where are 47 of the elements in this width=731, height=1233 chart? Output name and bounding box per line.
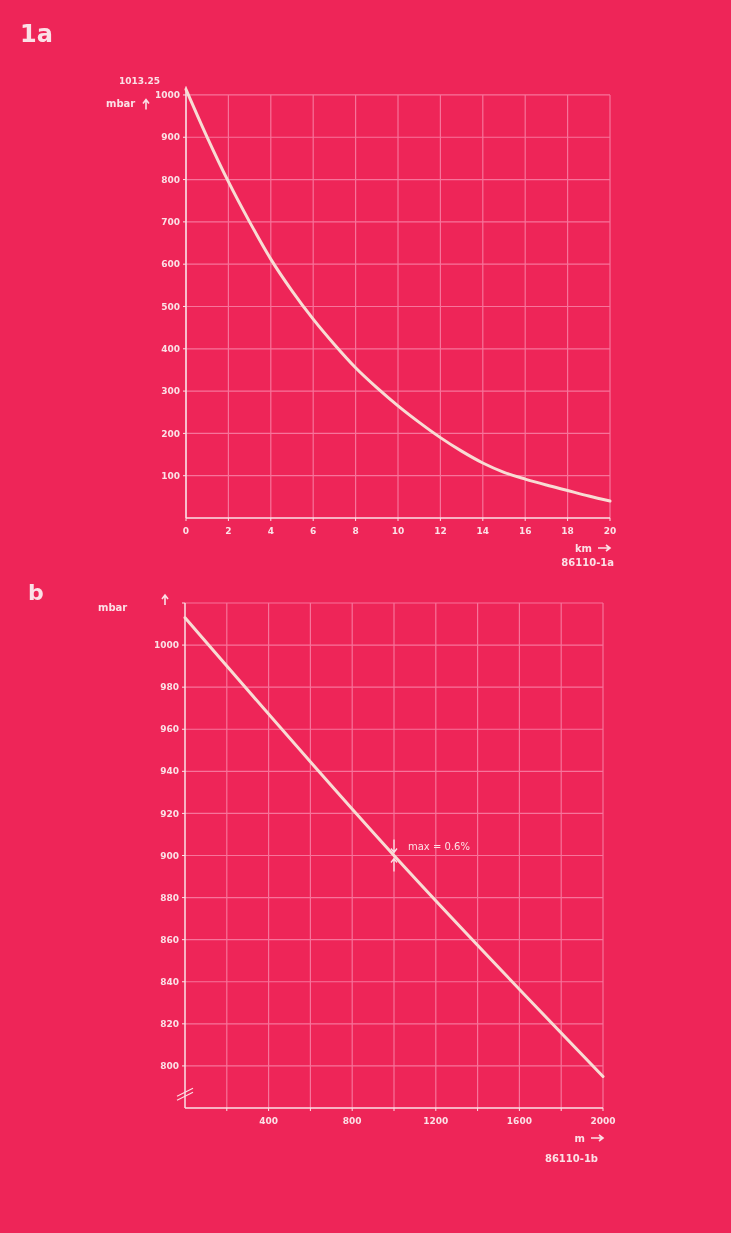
- y-tick-label: 920: [160, 808, 179, 819]
- annotation: max = 0.6%: [408, 840, 470, 852]
- x-tick-label: 10: [391, 526, 405, 536]
- y-tick-label: 500: [161, 301, 180, 312]
- y-tick-label: 980: [160, 682, 179, 693]
- x-tick-label: 18: [561, 526, 574, 536]
- x-tick-label: 20: [603, 526, 617, 536]
- x-tick-label: 6: [310, 526, 317, 536]
- x-tick-label: 2000: [590, 1116, 616, 1126]
- y-tick-label: 100: [161, 470, 180, 481]
- annotation: 1013.25: [119, 76, 160, 87]
- x-tick-label: 0: [182, 526, 190, 536]
- y-tick-label: 300: [161, 386, 180, 397]
- y-tick-label: 800: [160, 1061, 179, 1072]
- chart-title: 1a: [20, 20, 53, 48]
- x-tick-label: 4: [267, 526, 274, 536]
- y-tick-label: 840: [160, 976, 179, 987]
- x-tick-label: 1200: [423, 1116, 449, 1126]
- y-tick-label: 600: [161, 259, 180, 270]
- y-tick-label: 880: [160, 892, 179, 903]
- x-axis-title: km: [574, 543, 592, 554]
- y-tick-label: 940: [160, 766, 179, 777]
- y-tick-label: 1000: [153, 640, 179, 651]
- x-axis-title: m: [574, 1133, 585, 1144]
- x-tick-label: 12: [434, 526, 447, 536]
- y-tick-label: 400: [161, 343, 180, 354]
- text: 86110-1a: [561, 557, 614, 568]
- y-tick-label: 900: [161, 132, 180, 143]
- y-axis-title: mbar: [106, 97, 136, 109]
- x-tick-label: 1600: [506, 1116, 532, 1126]
- text: 86110-1b: [544, 1153, 598, 1164]
- x-tick-label: 16: [518, 526, 532, 536]
- x-tick-label: 14: [476, 526, 490, 536]
- y-tick-label: 800: [161, 174, 180, 185]
- y-tick-label: 900: [160, 850, 179, 861]
- x-tick-label: 8: [352, 526, 359, 536]
- y-tick-label: 200: [161, 428, 180, 439]
- y-axis-title: mbar: [98, 602, 128, 613]
- x-tick-label: 400: [259, 1116, 278, 1126]
- x-tick-label: 2: [225, 526, 232, 536]
- y-tick-label: 960: [160, 724, 179, 735]
- y-tick-label: 1000: [154, 90, 180, 101]
- x-tick-label: 800: [342, 1116, 362, 1126]
- y-tick-label: 700: [161, 217, 180, 228]
- chart-title: b: [28, 580, 44, 605]
- y-tick-label: 860: [160, 934, 179, 945]
- y-tick-label: 820: [160, 1018, 179, 1029]
